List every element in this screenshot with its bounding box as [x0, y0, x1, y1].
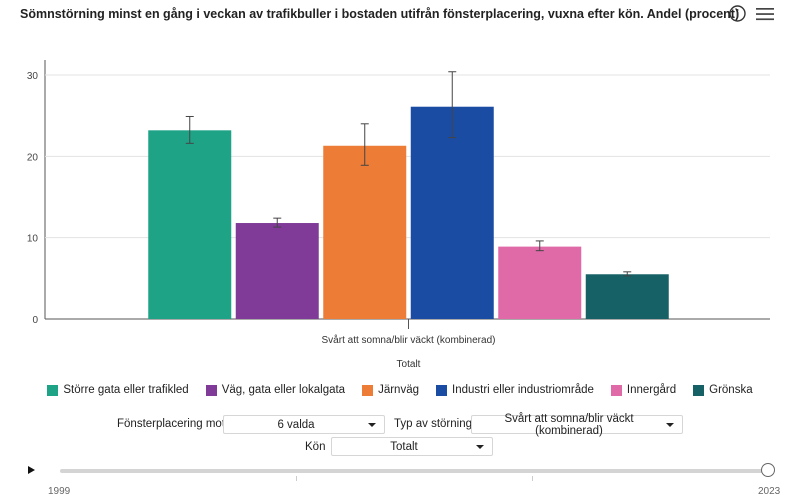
y-tick-label: 0 — [32, 315, 38, 326]
bar — [585, 274, 669, 319]
legend-item[interactable]: Industri eller industriområde — [436, 384, 594, 396]
legend-swatch — [610, 384, 622, 396]
timeline-handle[interactable] — [761, 463, 775, 477]
legend-label: Väg, gata eller lokalgata — [221, 384, 346, 396]
bar — [410, 106, 494, 319]
chart-legend: Större gata eller trafikled Väg, gata ell… — [0, 384, 800, 396]
legend-label: Järnväg — [378, 384, 419, 396]
info-icon[interactable] — [729, 5, 746, 22]
play-icon[interactable] — [28, 466, 35, 474]
timeline-tick — [532, 476, 533, 481]
bar-chart: 0 10 20 30 Svårt att somna/blir väckt (kombi… — [27, 60, 770, 370]
timeline-start-year: 1999 — [48, 486, 71, 497]
timeline-track[interactable] — [60, 469, 768, 473]
x-axis-label: Totalt — [397, 359, 421, 370]
y-tick-label: 10 — [27, 234, 39, 245]
bar — [235, 223, 319, 319]
legend-swatch — [436, 384, 447, 396]
legend-swatch — [693, 384, 705, 396]
legend-swatch — [362, 384, 374, 396]
legend-label: Större gata eller trafikled — [63, 384, 189, 396]
menu-icon[interactable] — [756, 6, 774, 22]
legend-label: Industri eller industriområde — [452, 384, 594, 396]
chart-title: Sömnstörning minst en gång i veckan av t… — [20, 7, 740, 21]
legend-label: Grönska — [709, 384, 753, 396]
bar — [323, 145, 407, 319]
legend-item[interactable]: Järnväg — [362, 384, 419, 396]
legend-label: Innergård — [626, 384, 677, 396]
kon-label: Kön — [305, 441, 326, 453]
kon-select[interactable]: Totalt — [331, 437, 493, 456]
legend-item[interactable]: Större gata eller trafikled — [47, 384, 189, 396]
typ-av-storning-label: Typ av störning — [394, 418, 472, 430]
bar — [498, 246, 582, 319]
legend-item[interactable]: Innergård — [610, 384, 677, 396]
chevron-down-icon — [368, 422, 376, 427]
timeline-end-year: 2023 — [758, 486, 781, 497]
typ-av-storning-select[interactable]: Svårt att somna/blir väckt (kombinerad) — [471, 412, 683, 437]
chevron-down-icon — [476, 444, 484, 449]
fonsterplacering-label: Fönsterplacering mot — [117, 418, 226, 430]
x-tick-label: Svårt att somna/blir väckt (kombinerad) — [322, 334, 496, 346]
legend-swatch — [47, 384, 59, 396]
legend-item[interactable]: Grönska — [693, 384, 753, 396]
legend-swatch — [205, 384, 217, 396]
kon-value: Totalt — [390, 440, 418, 453]
fonsterplacering-value: 6 valda — [277, 418, 315, 431]
legend-item[interactable]: Väg, gata eller lokalgata — [205, 384, 346, 396]
y-tick-label: 20 — [27, 152, 39, 163]
timeline-tick — [296, 476, 297, 481]
bar — [148, 130, 232, 319]
typ-av-storning-value: Svårt att somna/blir väckt (kombinerad) — [504, 412, 634, 437]
y-tick-label: 30 — [27, 71, 39, 82]
chevron-down-icon — [666, 422, 674, 427]
fonsterplacering-select[interactable]: 6 valda — [223, 415, 385, 434]
